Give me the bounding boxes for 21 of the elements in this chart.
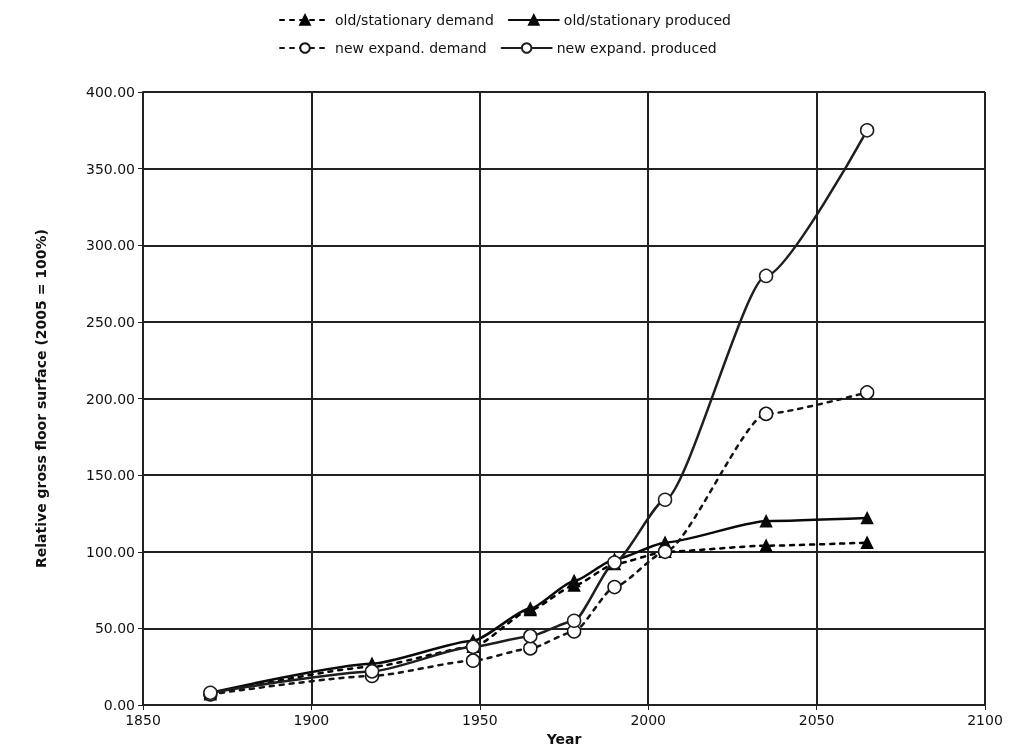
y-tick-label: 350.00 bbox=[86, 160, 135, 177]
y-tick-label: 100.00 bbox=[86, 543, 135, 560]
x-axis-title: Year bbox=[545, 731, 582, 747]
x-tick-label: 1950 bbox=[461, 712, 498, 729]
legend-label: new expand. demand bbox=[335, 40, 487, 56]
legend-label: old/stationary demand bbox=[335, 12, 494, 28]
y-tick-label: 50.00 bbox=[94, 620, 135, 637]
y-axis-title: Relative gross floor surface (2005 = 100%) bbox=[33, 229, 49, 568]
y-tick-label: 200.00 bbox=[86, 390, 135, 407]
x-tick-label: 2100 bbox=[967, 712, 1003, 729]
y-tick-label: 0.00 bbox=[103, 697, 135, 714]
x-tick-label: 2000 bbox=[630, 712, 667, 729]
y-tick-label: 150.00 bbox=[86, 467, 135, 484]
legend-label: old/stationary produced bbox=[563, 12, 731, 28]
y-tick-label: 300.00 bbox=[86, 237, 135, 254]
x-tick-label: 1850 bbox=[125, 712, 161, 729]
y-tick-label: 250.00 bbox=[86, 313, 135, 330]
x-tick-label: 1900 bbox=[293, 712, 330, 729]
y-tick-label: 400.00 bbox=[86, 84, 135, 100]
x-tick-label: 2050 bbox=[798, 712, 835, 729]
legend-label: new expand. produced bbox=[556, 40, 717, 56]
